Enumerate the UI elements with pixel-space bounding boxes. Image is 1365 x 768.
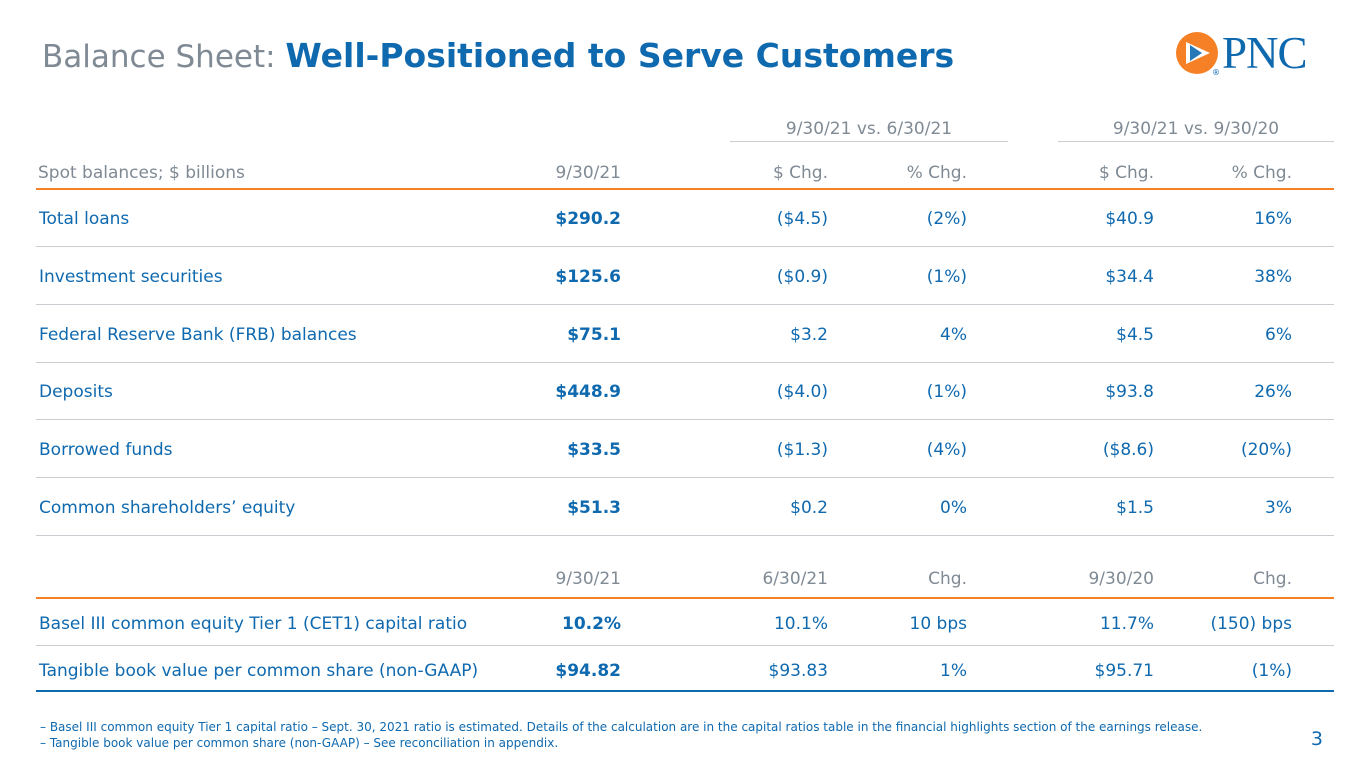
row-qoq-pct: 0% [940,498,967,518]
row-yoy-pct: 38% [1254,267,1292,287]
table2-bottom-rule [36,690,1334,692]
row-label: Tangible book value per common share (no… [39,661,479,681]
row-yoy-dollar: $40.9 [1105,209,1154,229]
row-value: $448.9 [555,382,621,402]
row-yoy-pct: 6% [1265,325,1292,345]
row-divider [36,535,1334,536]
row-qoq-chg: 10 bps [909,614,967,634]
pnc-logo: PNC ® [1174,28,1330,78]
page-title: Balance Sheet: Well-Positioned to Serve … [42,34,954,79]
row-qoq-pct: (4%) [926,440,967,460]
row-label: Federal Reserve Bank (FRB) balances [39,325,357,345]
row-yoy-pct: (20%) [1240,440,1292,460]
row-divider [36,477,1334,478]
row-label: Total loans [39,209,130,229]
row-label: Common shareholders’ equity [39,498,296,518]
row-divider [36,304,1334,305]
row-qoq-dollar: ($1.3) [776,440,828,460]
row-yoy-dollar: $93.8 [1105,382,1154,402]
row-value: $51.3 [567,498,621,518]
title-prefix: Balance Sheet: [42,39,286,75]
row-label: Borrowed funds [39,440,173,460]
row-value: $75.1 [567,325,621,345]
row-value: $125.6 [555,267,621,287]
row-yoy-dollar: $4.5 [1116,325,1154,345]
row-qoq-pct: (1%) [926,382,967,402]
header2-qoq-chg: Chg. [928,569,967,589]
row-qoq-chg: 1% [940,661,967,681]
header-spot-balances: Spot balances; $ billions [38,163,245,183]
row-divider [36,419,1334,420]
row-divider [36,246,1334,247]
footnote: – Tangible book value per common share (… [40,736,559,750]
group-header-qoq-underline [730,141,1008,142]
header-qoq-pct-chg: % Chg. [906,163,967,183]
row-prior-year: $95.71 [1094,661,1154,681]
pnc-triangle-logo-icon [1176,32,1218,74]
row-divider [36,645,1334,646]
row-qoq-pct: (2%) [926,209,967,229]
row-yoy-dollar: ($8.6) [1102,440,1154,460]
row-prior-quarter: $93.83 [768,661,828,681]
row-yoy-dollar: $34.4 [1105,267,1154,287]
row-prior-quarter: 10.1% [773,614,828,634]
row-yoy-pct: 16% [1254,209,1292,229]
row-yoy-pct: 3% [1265,498,1292,518]
row-prior-year: 11.7% [1099,614,1154,634]
row-qoq-dollar: ($4.5) [776,209,828,229]
row-value: $290.2 [555,209,621,229]
row-yoy-chg: (1%) [1251,661,1292,681]
row-yoy-dollar: $1.5 [1116,498,1154,518]
row-qoq-dollar: $0.2 [790,498,828,518]
header2-prior-year: 9/30/20 [1088,569,1154,589]
row-value: 10.2% [562,614,621,634]
row-qoq-pct: (1%) [926,267,967,287]
logo-registered-mark: ® [1212,68,1220,77]
table2-header-rule [36,597,1334,599]
row-label: Investment securities [39,267,223,287]
row-qoq-pct: 4% [940,325,967,345]
group-header-yoy-underline [1058,141,1334,142]
row-label: Basel III common equity Tier 1 (CET1) ca… [39,614,468,634]
row-divider [36,362,1334,363]
logo-wordmark: PNC [1222,28,1308,78]
page-number: 3 [1310,728,1323,750]
title-main: Well-Positioned to Serve Customers [285,36,955,75]
row-label: Deposits [39,382,113,402]
footnote: – Basel III common equity Tier 1 capital… [40,720,1203,734]
row-qoq-dollar: ($4.0) [776,382,828,402]
header-qoq-dollar-chg: $ Chg. [772,163,828,183]
group-header-qoq: 9/30/21 vs. 6/30/21 [785,119,953,139]
header-yoy-dollar-chg: $ Chg. [1098,163,1154,183]
header-rule [36,188,1334,190]
row-value: $33.5 [567,440,621,460]
row-value: $94.82 [555,661,621,681]
header2-prior-quarter: 6/30/21 [762,569,828,589]
header2-current: 9/30/21 [555,569,621,589]
header-date: 9/30/21 [555,163,621,183]
row-yoy-pct: 26% [1254,382,1292,402]
row-qoq-dollar: $3.2 [790,325,828,345]
header-yoy-pct-chg: % Chg. [1231,163,1292,183]
row-qoq-dollar: ($0.9) [776,267,828,287]
row-yoy-chg: (150) bps [1210,614,1292,634]
header2-yoy-chg: Chg. [1253,569,1292,589]
group-header-yoy: 9/30/21 vs. 9/30/20 [1112,119,1280,139]
